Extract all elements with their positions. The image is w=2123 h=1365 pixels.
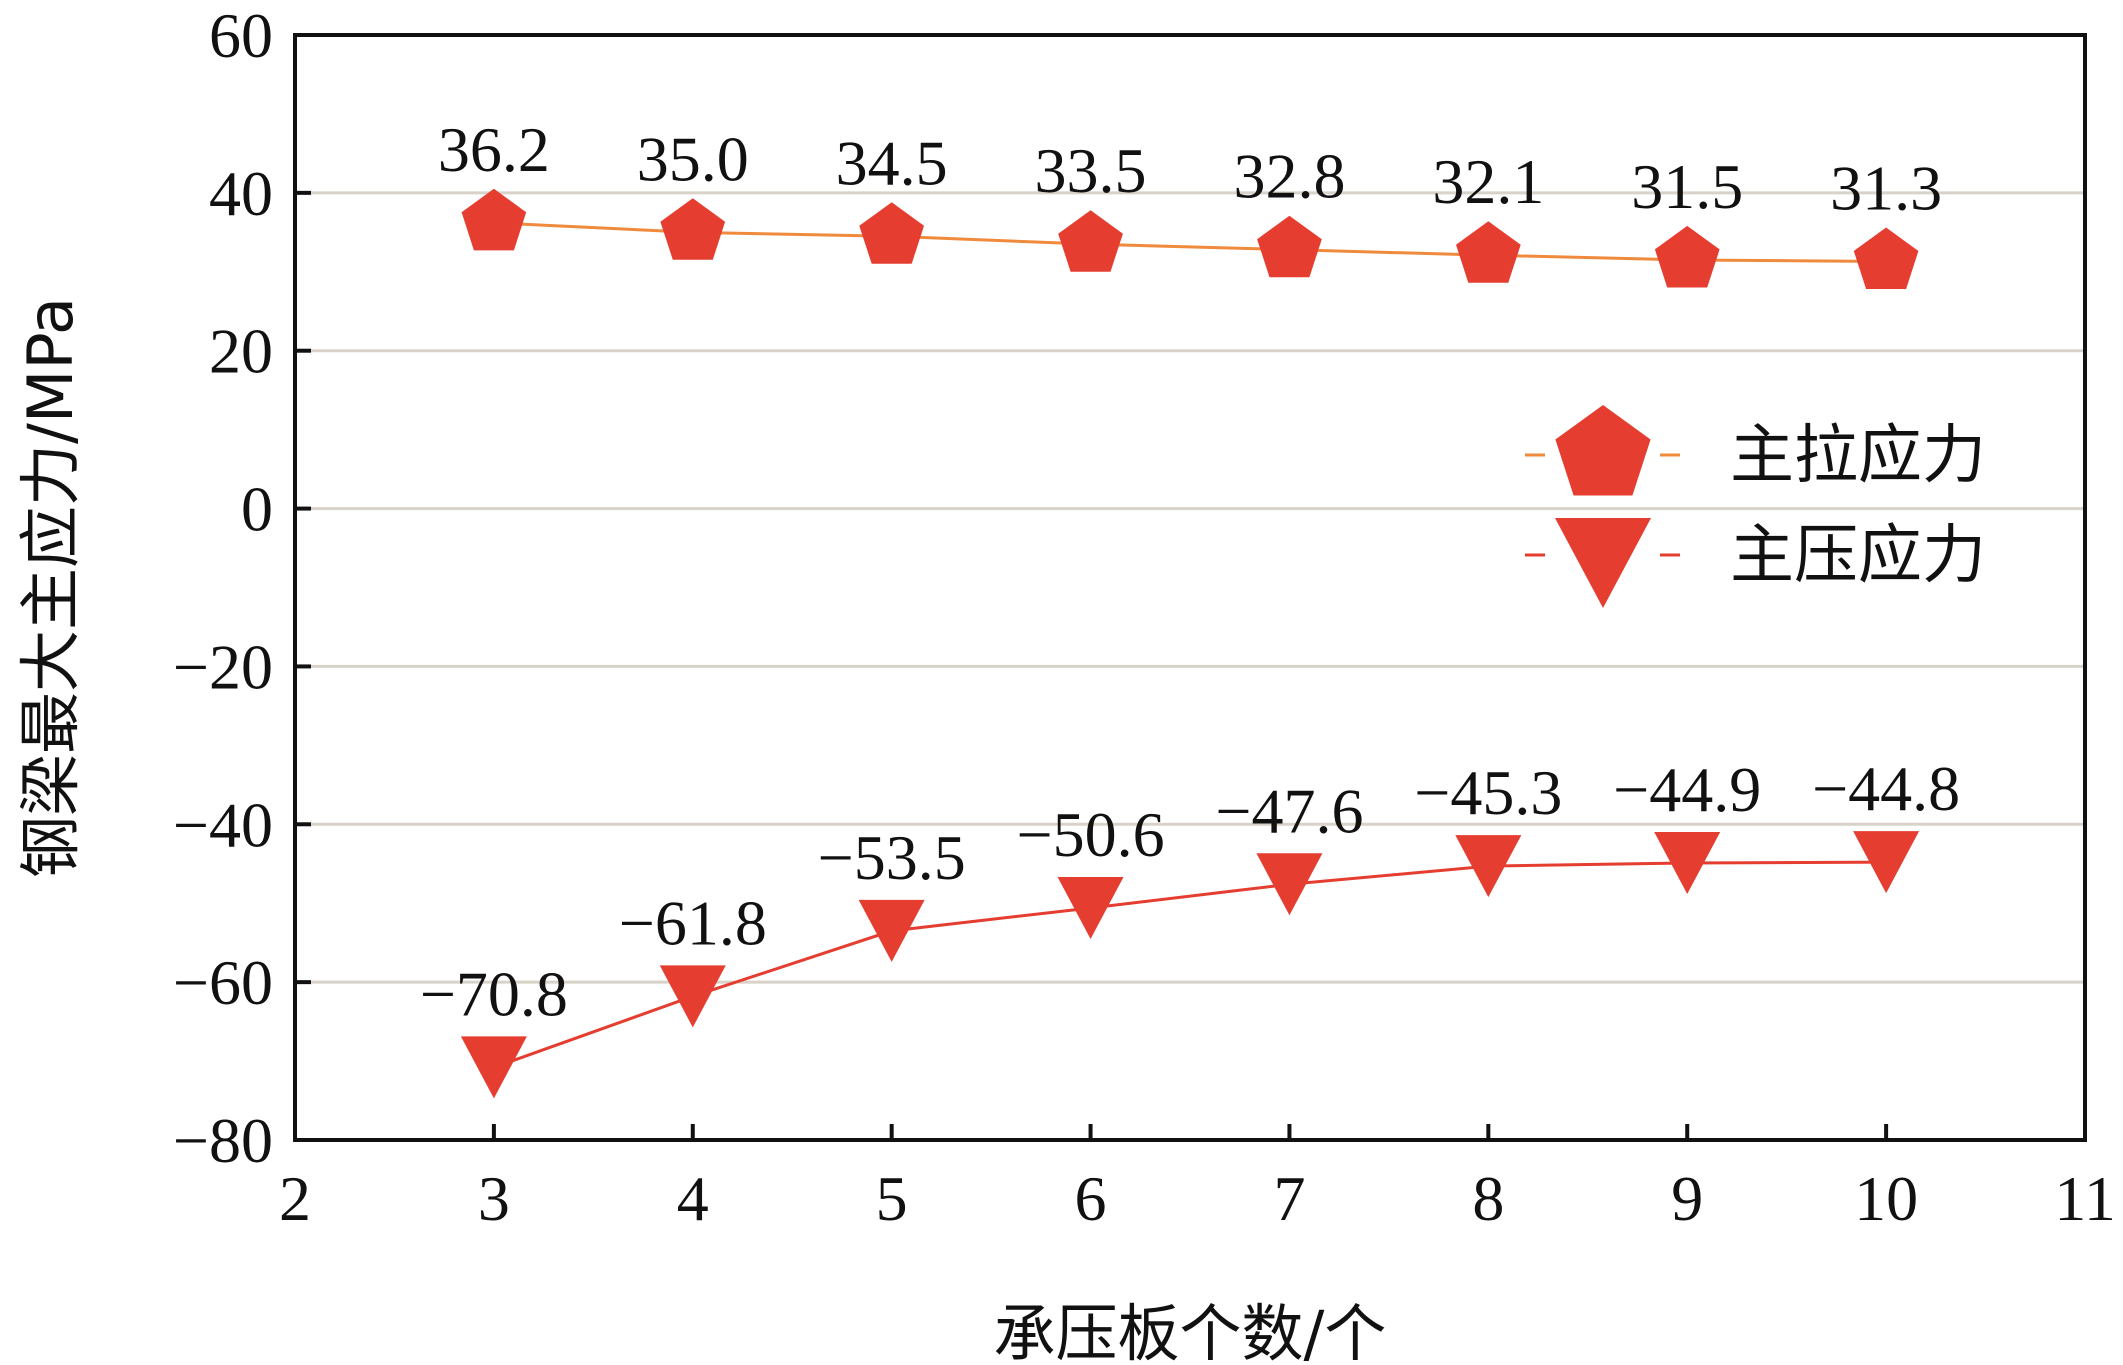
series-0 [461, 188, 1919, 289]
data-point [461, 188, 527, 251]
y-tick-label: 20 [209, 316, 273, 387]
data-point [1853, 227, 1919, 289]
data-point [1456, 221, 1521, 283]
x-tick-label: 8 [1472, 1163, 1504, 1234]
data-point [659, 965, 726, 1028]
x-tick-label: 2 [279, 1163, 311, 1234]
data-label: 33.5 [1035, 135, 1147, 206]
plot-frame [293, 33, 2087, 1142]
data-label: 32.8 [1233, 141, 1345, 212]
x-tick-label: 3 [478, 1163, 510, 1234]
series-line [493, 221, 1887, 264]
data-label: 31.5 [1631, 151, 1743, 222]
x-axis-title: 承压板个数/个 [994, 1297, 1387, 1365]
y-tick-label: 40 [209, 158, 273, 229]
legend-item: 主压应力 [1525, 518, 1986, 608]
data-point [1256, 853, 1323, 916]
legend-label: 主拉应力 [1730, 419, 1986, 493]
legend-label: 主压应力 [1730, 519, 1986, 593]
x-tick-label: 10 [1854, 1163, 1918, 1234]
legend-marker [1555, 405, 1651, 496]
data-label: −53.5 [818, 822, 966, 893]
data-label: 36.2 [438, 114, 550, 185]
y-axis-title: 钢梁最大主应力/MPa [14, 297, 87, 878]
y-tick-label: −40 [173, 789, 273, 860]
data-point [660, 198, 726, 260]
data-label: 31.3 [1830, 153, 1942, 224]
y-tick-label: −80 [173, 1105, 273, 1176]
x-tick-label: 11 [2054, 1163, 2116, 1234]
data-point [1654, 225, 1720, 288]
data-label: −44.9 [1613, 754, 1761, 825]
data-point [1057, 876, 1124, 939]
data-point [1257, 215, 1322, 278]
data-point [1654, 831, 1721, 894]
y-tick-label: −20 [173, 631, 273, 702]
data-point [858, 899, 925, 962]
data-point [460, 1036, 527, 1099]
series-1 [460, 831, 1920, 1099]
data-point [859, 202, 924, 264]
data-label: −70.8 [420, 958, 568, 1029]
data-label: 34.5 [836, 127, 948, 198]
axis-ticks: 60 40 20 0 −20 −40 −60 −802 3 4 5 6 7 8 9 10 11 [173, 0, 2116, 1234]
series [460, 188, 1920, 1099]
data-point [1455, 835, 1522, 898]
x-tick-label: 7 [1273, 1163, 1305, 1234]
data-point [1058, 210, 1123, 272]
data-label: 35.0 [637, 123, 749, 194]
y-tick-label: −60 [173, 947, 273, 1018]
data-label: −45.3 [1414, 757, 1562, 828]
legend-item: 主拉应力 [1525, 405, 1986, 496]
y-tick-label: 0 [241, 474, 273, 545]
x-tick-label: 5 [876, 1163, 908, 1234]
data-label: 32.1 [1432, 146, 1544, 217]
data-label: −44.8 [1812, 753, 1960, 824]
series-line [493, 860, 1887, 1069]
data-label: −47.6 [1215, 775, 1363, 846]
grid [295, 191, 2085, 984]
data-label: −61.8 [619, 887, 767, 958]
y-tick-label: 60 [209, 0, 273, 71]
x-tick-label: 9 [1671, 1163, 1703, 1234]
legend-marker [1555, 518, 1651, 608]
data-point [1853, 831, 1920, 894]
data-label: −50.6 [1017, 799, 1165, 870]
x-tick-label: 4 [677, 1163, 709, 1234]
x-tick-label: 6 [1075, 1163, 1107, 1234]
data-labels: 36.2 35.0 34.5 33.5 32.8 32.1 31.5 31.3 −70.8 −61… [420, 114, 1960, 1030]
